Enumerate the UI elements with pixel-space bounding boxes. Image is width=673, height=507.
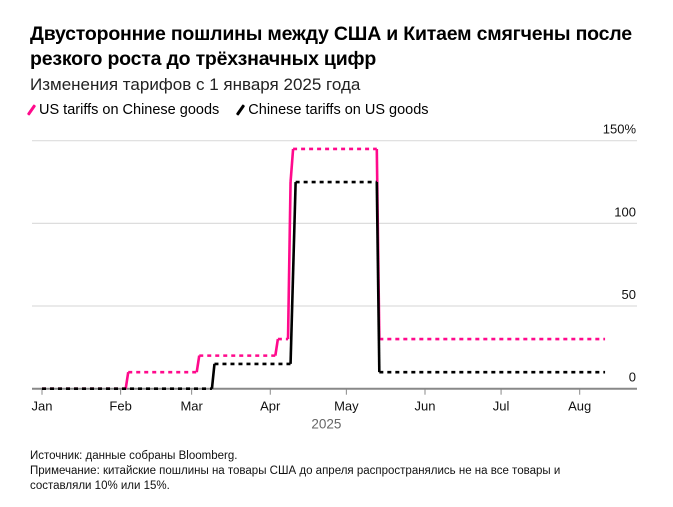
legend-item-us: US tariffs on Chinese goods <box>26 102 220 118</box>
us-series-segment <box>274 338 280 356</box>
us-series-segment <box>289 148 295 183</box>
x-tick-label: Apr <box>260 399 281 414</box>
x-tick-label: Feb <box>109 399 131 414</box>
chart-subtitle: Изменения тарифов с 1 января 2025 года <box>30 75 361 94</box>
us-series-segment <box>286 182 292 340</box>
x-axis-label: 2025 <box>311 417 341 432</box>
x-tick-label: Jun <box>415 399 436 414</box>
us-series-segment <box>124 371 130 389</box>
china-series-segment <box>375 182 381 373</box>
legend-label-us: US tariffs on Chinese goods <box>39 102 220 118</box>
legend-item-china: Chinese tariffs on US goods <box>236 102 429 118</box>
y-tick-label: 150% <box>603 122 637 137</box>
x-tick-label: Mar <box>180 399 203 414</box>
legend: US tariffs on Chinese goods Chinese tari… <box>26 102 429 118</box>
footnote: Примечание: китайские пошлины на товары … <box>30 465 561 492</box>
x-tick-label: May <box>334 399 359 414</box>
china-series-segment <box>289 181 297 364</box>
x-tick-label: Aug <box>568 399 591 414</box>
y-tick-label: 0 <box>629 370 636 385</box>
us-series-segment <box>195 355 201 373</box>
x-tick-label: Jan <box>32 399 53 414</box>
legend-label-china: Chinese tariffs on US goods <box>248 102 429 118</box>
source-note: Источник: данные собраны Bloomberg. <box>30 450 238 462</box>
y-tick-label: 100 <box>614 204 636 219</box>
y-tick-label: 50 <box>622 287 636 302</box>
x-tick-label: Jul <box>493 399 510 414</box>
china-series-segment <box>210 363 216 389</box>
chart-title: Двусторонние пошлины между США и Китаем … <box>30 23 632 70</box>
chart-plot: 0 50 100 150% Jan Feb Mar Apr May Jun Jul Aug 2025 <box>32 122 637 432</box>
